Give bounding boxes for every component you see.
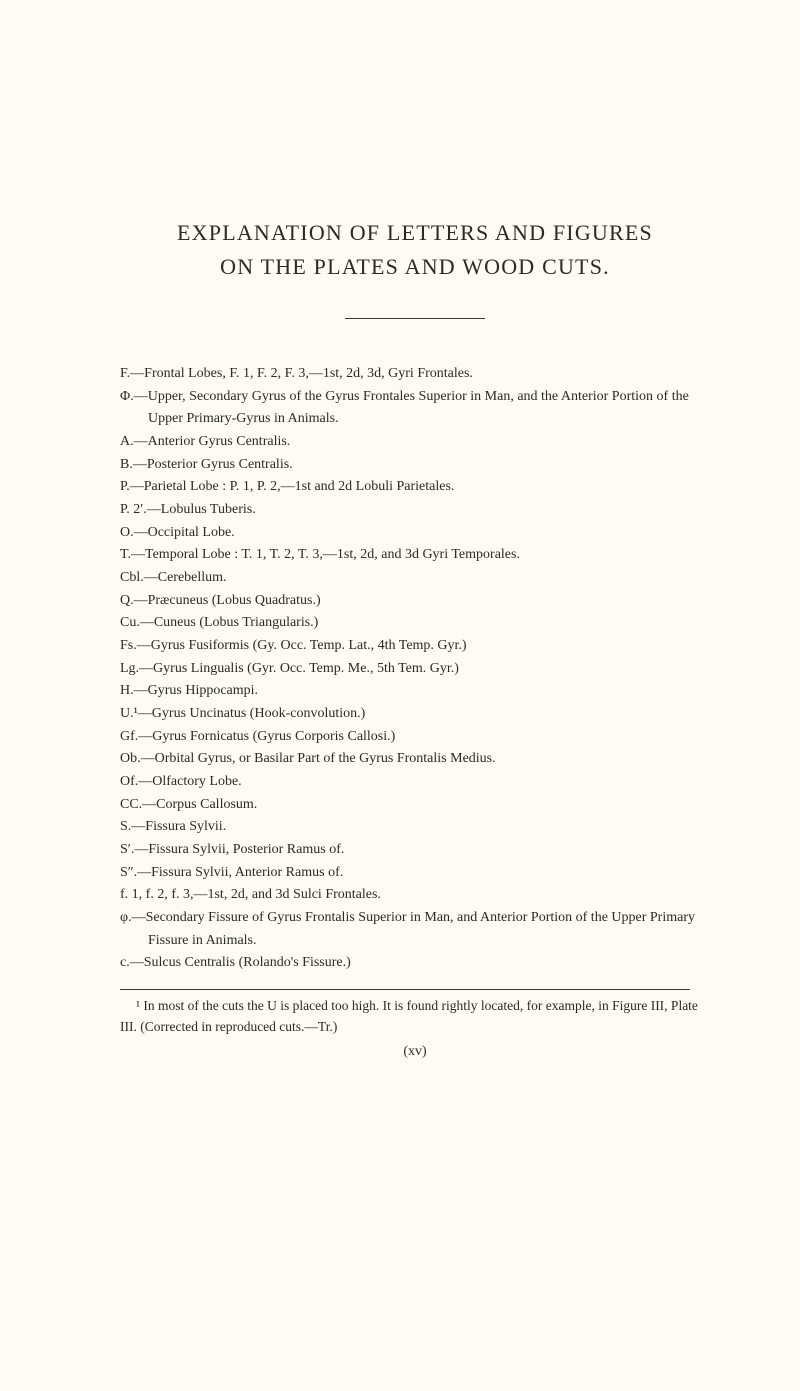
definitions-list: F.—Frontal Lobes, F. 1, F. 2, F. 3,—1st,…: [120, 363, 710, 975]
definition-line: f. 1, f. 2, f. 3,—1st, 2d, and 3d Sulci …: [120, 884, 710, 907]
definition-line: CC.—Corpus Callosum.: [120, 794, 710, 817]
title-line-1: EXPLANATION OF LETTERS AND FIGURES: [120, 220, 710, 246]
title-block: EXPLANATION OF LETTERS AND FIGURES ON TH…: [120, 220, 710, 280]
definition-line: T.—Temporal Lobe : T. 1, T. 2, T. 3,—1st…: [120, 544, 710, 567]
definition-line: P. 2′.—Lobulus Tuberis.: [120, 499, 710, 522]
definition-line: Of.—Olfactory Lobe.: [120, 771, 710, 794]
footnote-rule: [120, 989, 690, 990]
definition-line: A.—Anterior Gyrus Centralis.: [120, 431, 710, 454]
definition-line: c.—Sulcus Centralis (Rolando's Fissure.): [120, 952, 710, 975]
definition-line: Ob.—Orbital Gyrus, or Basilar Part of th…: [120, 748, 710, 771]
page-number: (xv): [120, 1044, 710, 1060]
definition-line: φ.—Secondary Fissure of Gyrus Frontalis …: [120, 907, 710, 952]
definition-line: Q.—Præcuneus (Lobus Quadratus.): [120, 590, 710, 613]
definition-line: S′.—Fissura Sylvii, Posterior Ramus of.: [120, 839, 710, 862]
definition-line: Fs.—Gyrus Fusiformis (Gy. Occ. Temp. Lat…: [120, 635, 710, 658]
definition-line: Φ.—Upper, Secondary Gyrus of the Gyrus F…: [120, 386, 710, 431]
footnote-text: ¹ In most of the cuts the U is placed to…: [120, 996, 710, 1038]
definition-line: U.¹—Gyrus Uncinatus (Hook-convolution.): [120, 703, 710, 726]
title-rule: [345, 318, 485, 319]
definition-line: B.—Posterior Gyrus Centralis.: [120, 454, 710, 477]
title-line-2: ON THE PLATES AND WOOD CUTS.: [120, 254, 710, 280]
definition-line: Lg.—Gyrus Lingualis (Gyr. Occ. Temp. Me.…: [120, 658, 710, 681]
definition-line: F.—Frontal Lobes, F. 1, F. 2, F. 3,—1st,…: [120, 363, 710, 386]
definition-line: Cu.—Cuneus (Lobus Triangularis.): [120, 612, 710, 635]
definition-line: H.—Gyrus Hippocampi.: [120, 680, 710, 703]
definition-line: Cbl.—Cerebellum.: [120, 567, 710, 590]
definition-line: P.—Parietal Lobe : P. 1, P. 2,—1st and 2…: [120, 476, 710, 499]
definition-line: S″.—Fissura Sylvii, Anterior Ramus of.: [120, 862, 710, 885]
definition-line: Gf.—Gyrus Fornicatus (Gyrus Corporis Cal…: [120, 726, 710, 749]
definition-line: S.—Fissura Sylvii.: [120, 816, 710, 839]
definition-line: O.—Occipital Lobe.: [120, 522, 710, 545]
page: EXPLANATION OF LETTERS AND FIGURES ON TH…: [0, 0, 800, 1391]
